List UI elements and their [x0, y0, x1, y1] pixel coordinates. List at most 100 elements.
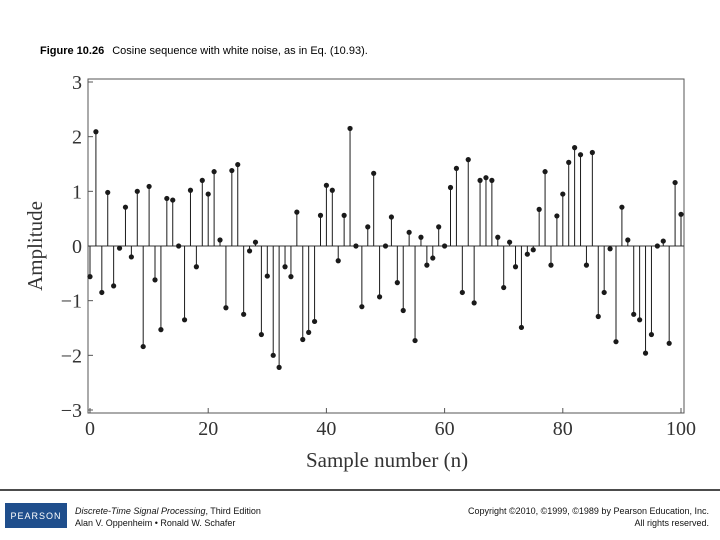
stem-marker: [140, 343, 146, 350]
stem-marker: [666, 340, 672, 346]
stem-marker: [371, 170, 377, 176]
book-title: Discrete-Time Signal Processing: [75, 506, 205, 516]
chart-title: Figure 10.26: [40, 45, 104, 57]
stem-marker: [223, 305, 229, 311]
x-tick-label: 100: [666, 418, 696, 440]
stem-marker: [524, 251, 530, 257]
book-line: Discrete-Time Signal Processing, Third E…: [75, 506, 261, 516]
logo: PEARSON: [10, 511, 61, 521]
stem-marker: [412, 337, 418, 344]
x-tick-label: 40: [316, 418, 336, 440]
stem-marker: [276, 364, 282, 370]
y-tick-label: −3: [61, 400, 82, 422]
x-tick-label: 60: [435, 418, 455, 440]
stem-marker: [625, 237, 631, 243]
stem-marker: [176, 243, 182, 249]
stem-marker: [388, 214, 395, 220]
stem-marker: [294, 209, 300, 215]
stem-marker: [93, 129, 99, 135]
stem-marker: [483, 175, 489, 181]
stem-marker: [335, 258, 341, 264]
stem-marker: [577, 152, 584, 158]
y-tick-label: 3: [72, 72, 82, 94]
stem-marker: [501, 284, 507, 291]
stem-marker: [572, 145, 578, 151]
stem-marker: [99, 289, 105, 296]
stem-marker: [341, 212, 347, 218]
authors: Alan V. Oppenheim • Ronald W. Schafer: [75, 518, 235, 528]
stem-marker: [678, 211, 684, 217]
stem-marker: [637, 317, 643, 323]
stem-marker: [631, 311, 637, 317]
logo-box: [5, 503, 67, 528]
stem-marker: [530, 247, 536, 253]
stem-marker: [211, 169, 217, 175]
copyright: Copyright ©2010, ©1999, ©1989 by Pearson…: [468, 506, 709, 516]
stem-marker: [164, 195, 170, 202]
stem-marker: [536, 206, 542, 212]
chart-title-line: Figure 10.26 Cosine sequence with white n…: [40, 45, 368, 57]
stem-marker: [542, 169, 548, 175]
stem-marker: [554, 213, 560, 219]
stem-marker: [589, 149, 595, 156]
y-axis-label: Amplitude: [23, 201, 47, 291]
stem-marker: [400, 307, 406, 314]
y-tick-label: −1: [61, 291, 82, 313]
stem-marker: [181, 317, 188, 323]
x-axis-label: Sample number (n): [306, 448, 468, 472]
stem-marker: [170, 197, 176, 203]
stem-marker: [199, 177, 205, 183]
stem-marker: [560, 191, 566, 197]
stem-marker: [477, 177, 483, 183]
stem-marker: [459, 289, 465, 296]
stem-marker: [105, 189, 111, 196]
stem-marker: [193, 264, 199, 270]
stem-marker: [235, 161, 241, 168]
stem-marker: [430, 255, 436, 261]
stem-marker: [507, 239, 513, 245]
stem-marker: [436, 224, 442, 230]
plot-area: −3 −2 −1 0 1 2 3 0 20 40 60 80 100: [61, 72, 696, 440]
stem-marker: [229, 167, 235, 174]
stem-marker: [613, 339, 619, 345]
stem-marker: [323, 182, 329, 188]
stem-marker: [453, 165, 460, 171]
stem-marker: [654, 243, 660, 249]
stem-marker: [672, 179, 678, 186]
stem-marker: [252, 239, 259, 245]
x-tick-label: 20: [198, 418, 218, 440]
y-tick-label: −2: [61, 345, 82, 367]
stem-marker: [548, 262, 554, 268]
rights: All rights reserved.: [634, 518, 709, 528]
stem-marker: [424, 262, 430, 268]
stem-marker: [241, 311, 247, 317]
stem-marker: [311, 318, 318, 325]
stem-marker: [134, 188, 140, 194]
stem-marker: [660, 238, 666, 244]
stem-marker: [353, 243, 359, 249]
stem-marker: [158, 327, 164, 333]
stem-marker: [648, 331, 655, 338]
stem-marker: [595, 313, 601, 320]
stem-marker: [288, 274, 294, 280]
stem-marker: [270, 352, 276, 358]
stem-marker: [317, 212, 324, 218]
stem-marker: [152, 277, 158, 283]
stem-marker: [382, 243, 389, 249]
stem-marker: [116, 245, 123, 251]
stem-marker: [258, 331, 264, 338]
stem-marker: [359, 304, 365, 310]
stem-marker: [122, 204, 129, 210]
y-tick-label: 1: [72, 181, 82, 203]
stem-marker: [471, 300, 477, 306]
stem-marker: [217, 237, 223, 243]
stem-marker: [583, 262, 590, 268]
stem-marker: [619, 204, 625, 210]
stem-marker: [347, 125, 353, 132]
stem-marker: [442, 243, 448, 249]
stem-marker: [282, 264, 288, 270]
stem-marker: [601, 289, 607, 296]
stem-marker: [406, 229, 412, 235]
stem-marker: [465, 157, 471, 163]
stem-marker: [329, 187, 335, 193]
